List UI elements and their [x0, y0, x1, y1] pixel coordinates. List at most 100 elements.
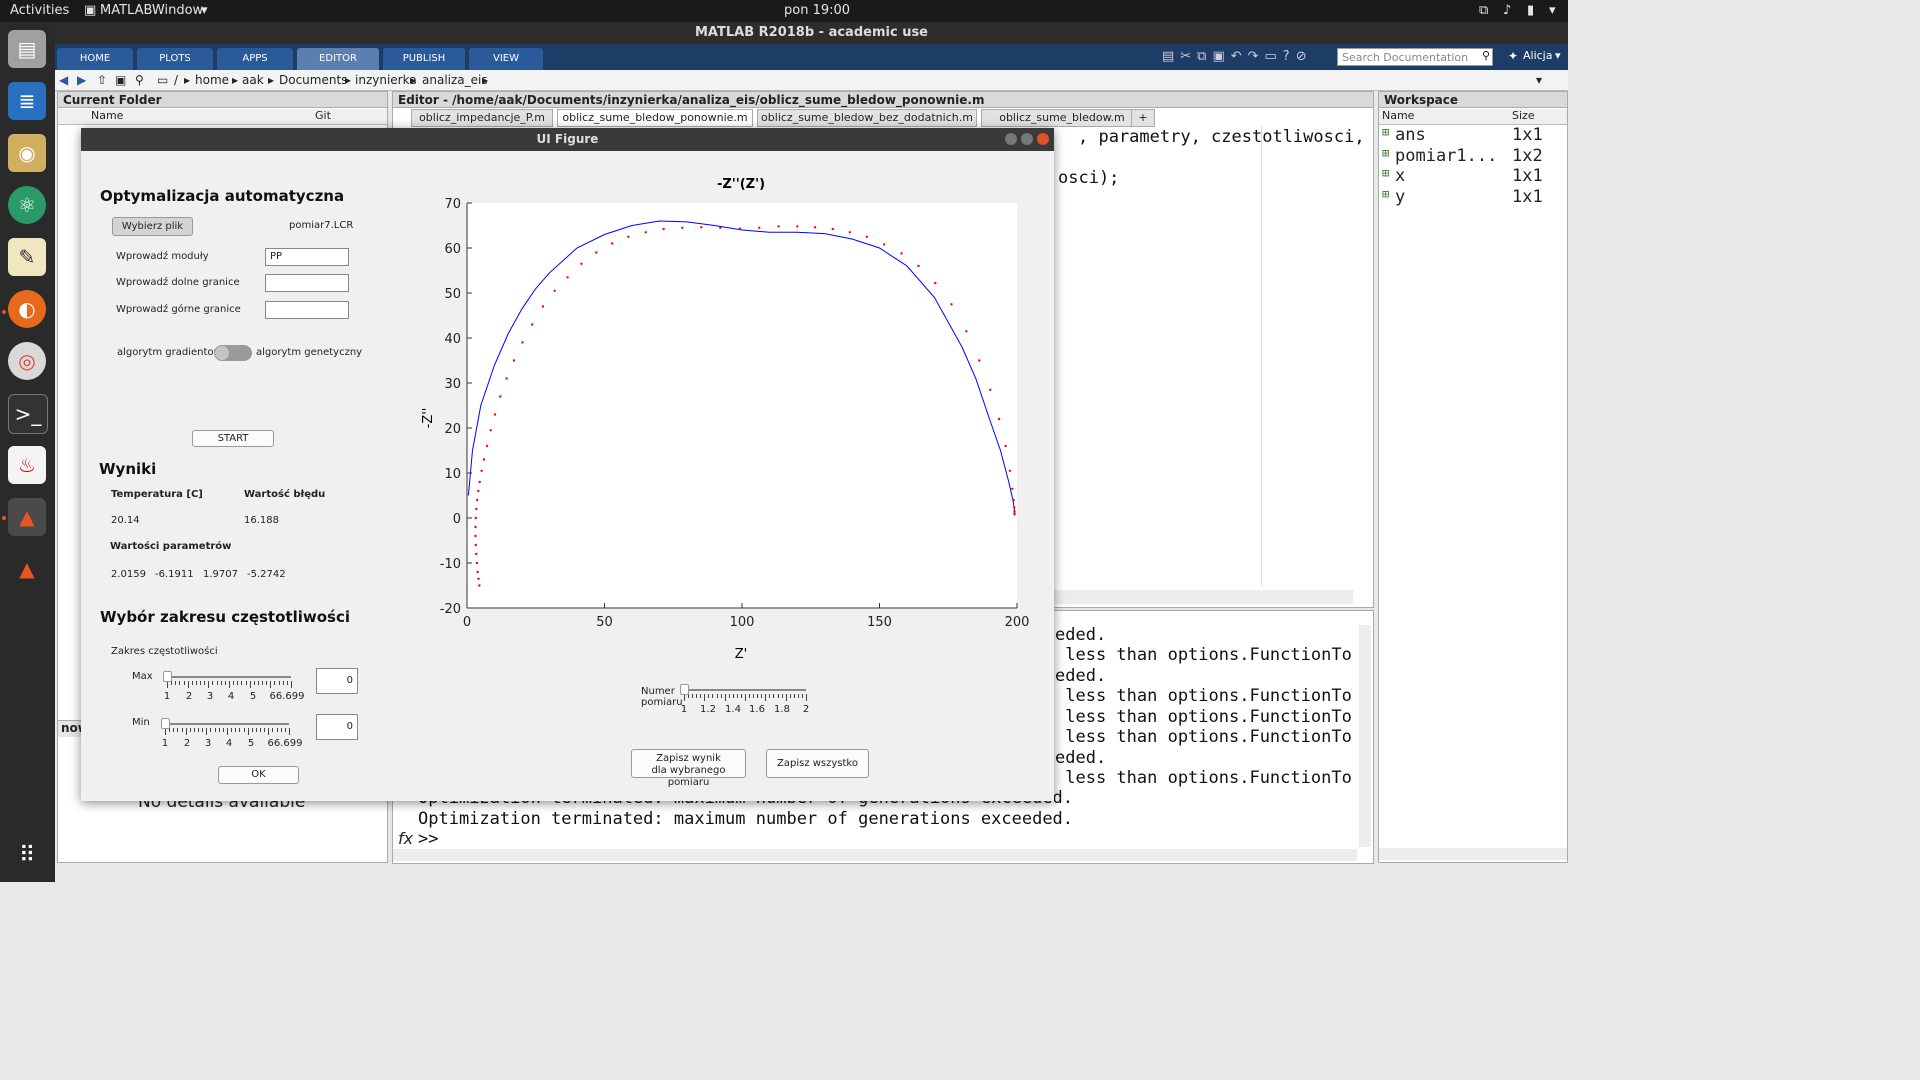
tab-plots[interactable]: PLOTS [137, 48, 213, 70]
tab-home[interactable]: HOME [57, 48, 133, 70]
system-menu-chevron-icon[interactable]: ▾ [1549, 3, 1556, 18]
tab-publish[interactable]: PUBLISH [383, 48, 465, 70]
user-menu[interactable]: Alicja [1523, 49, 1553, 62]
tab-editor[interactable]: EDITOR [297, 48, 379, 70]
ok-button[interactable]: OK [218, 766, 299, 784]
search-documentation-input[interactable]: Search Documentation [1337, 48, 1493, 66]
breadcrumb-documents[interactable]: Documents [279, 73, 348, 87]
slider-thumb[interactable] [163, 671, 172, 682]
maximize-button[interactable] [1021, 133, 1033, 145]
folder-icon: ▭ [157, 73, 169, 87]
volume-icon[interactable]: ♪ [1503, 3, 1512, 18]
search-icon[interactable]: ⚲ [1482, 49, 1491, 62]
browse-folder-icon[interactable]: ▣ [115, 73, 127, 87]
nyquist-plot[interactable]: -Z''(Z') Z' -Z'' 0 50 100 150 200 -20 -10 0 10 20… [411, 168, 1041, 668]
slider-tick-mark [284, 728, 286, 732]
editor-tab-2[interactable]: oblicz_sume_bledow_ponownie.m [557, 109, 753, 127]
slider-tick-mark [757, 694, 759, 698]
slider-tick-mark [179, 681, 181, 685]
clock[interactable]: pon 19:00 [784, 3, 851, 18]
quick-access-toolbar[interactable]: ▤✂⧉▣↶↷▭?⊘ [1162, 49, 1313, 64]
community-icon[interactable]: ✦ [1508, 49, 1519, 63]
user-menu-chevron-icon[interactable]: ▾ [1555, 49, 1561, 62]
network-icon[interactable]: ⧉ [1479, 3, 1489, 18]
save-all-button[interactable]: Zapisz wszystko [766, 749, 869, 778]
terminal-icon[interactable]: >_ [8, 394, 48, 434]
slider-tick-label: 4 [225, 738, 233, 749]
slider-tick-mark [191, 681, 193, 685]
fx-icon[interactable]: fx [398, 829, 414, 848]
column-git[interactable]: Git [315, 109, 331, 122]
cmd-v-scrollbar[interactable] [1359, 625, 1371, 847]
evince-icon[interactable]: ♨ [8, 446, 46, 484]
tab-apps[interactable]: APPS [217, 48, 293, 70]
measurement-slider[interactable]: 1 1.2 1.4 1.6 1.8 2 [680, 681, 809, 717]
column-name[interactable]: Name [91, 109, 124, 122]
address-bar[interactable]: ◀ ▶ ⇧ ▣ ⚲ ▭ / ▸ home ▸ aak ▸ Documents ▸… [55, 70, 1568, 91]
algorithm-toggle-switch[interactable] [214, 345, 252, 361]
workspace-row[interactable]: ⊞ pomiar1... 1x2 [1379, 146, 1567, 167]
forward-icon[interactable]: ▶ [77, 73, 87, 87]
writer-icon[interactable]: ≣ [8, 82, 46, 120]
cmd-h-scrollbar[interactable] [393, 849, 1357, 861]
slider-tick-mark [224, 681, 226, 685]
back-icon[interactable]: ◀ [59, 73, 69, 87]
search-folder-icon[interactable]: ⚲ [135, 73, 144, 87]
slider-tick-mark [210, 728, 212, 732]
max-value-field[interactable]: 0 [316, 668, 358, 694]
editor-tab-4[interactable]: oblicz_sume_bledow.m [981, 109, 1143, 127]
start-button[interactable]: START [192, 430, 274, 447]
modules-input[interactable]: PP [265, 248, 349, 266]
breadcrumb-home[interactable]: home [195, 73, 230, 87]
ws-column-size[interactable]: Size [1512, 109, 1535, 122]
matlab-icon[interactable]: ▲ [19, 557, 35, 581]
files-icon[interactable]: ▤ [8, 30, 46, 68]
min-frequency-slider[interactable]: 1 2 3 4 5 66.699 [161, 715, 303, 751]
choose-file-button[interactable]: Wybierz plik [112, 217, 193, 236]
breadcrumb-aak[interactable]: aak [242, 73, 264, 87]
slider-thumb[interactable] [680, 684, 689, 695]
ws-var-size: 1x1 [1512, 166, 1543, 186]
workspace-row[interactable]: ⊞ ans 1x1 [1379, 125, 1567, 146]
slider-tick-mark [257, 681, 259, 685]
speaker-icon[interactable]: ◉ [8, 134, 46, 172]
battery-icon[interactable]: ▮ [1527, 3, 1535, 18]
address-dropdown-icon[interactable]: ▾ [1536, 73, 1543, 87]
slider-tick-label: 2 [183, 738, 191, 749]
workspace-row[interactable]: ⊞ y 1x1 [1379, 187, 1567, 208]
save-selected-button[interactable]: Zapisz wynik dla wybranego pomiaru [631, 749, 746, 788]
workspace-row[interactable]: ⊞ x 1x1 [1379, 166, 1567, 187]
slider-thumb[interactable] [161, 718, 170, 729]
code-line-1[interactable]: , parametry, czestotliwosci, [1078, 127, 1365, 147]
min-value-field[interactable]: 0 [316, 714, 358, 740]
section-optimization-title: Optymalizacja automatyczna [100, 187, 345, 205]
up-folder-icon[interactable]: ⇧ [97, 73, 108, 87]
editor-tab-1[interactable]: oblicz_impedancje_P.m [411, 109, 553, 127]
new-tab-button[interactable]: + [1131, 109, 1155, 127]
atom-icon[interactable]: ⚛ [8, 186, 46, 224]
text-editor-icon[interactable]: ✎ [8, 238, 46, 276]
upper-bounds-input[interactable] [265, 301, 349, 319]
cmd-prompt[interactable]: >> [418, 829, 439, 849]
matlab-active-icon[interactable]: ▲ [8, 498, 46, 536]
lower-bounds-input[interactable] [265, 274, 349, 292]
breadcrumb-analiza-eis[interactable]: analiza_eis [422, 73, 488, 87]
breadcrumb-inzynierka[interactable]: inzynierka [355, 73, 417, 87]
code-line-2[interactable]: osci); [1058, 168, 1120, 188]
show-apps-icon[interactable]: ⠿ [18, 842, 36, 868]
app-menu-chevron-icon[interactable]: ▾ [201, 3, 208, 18]
app-menu[interactable]: MATLABWindow [100, 3, 204, 18]
activities-button[interactable]: Activities [10, 3, 70, 18]
minimize-button[interactable] [1005, 133, 1017, 145]
max-frequency-slider[interactable]: 1 2 3 4 5 66.699 [163, 668, 305, 704]
firefox-icon[interactable]: ◐ [8, 290, 46, 328]
ws-var-size: 1x2 [1512, 145, 1543, 166]
chrome-icon[interactable]: ◎ [8, 342, 46, 380]
editor-tab-3[interactable]: oblicz_sume_bledow_bez_dodatnich.m [757, 109, 977, 127]
tab-view[interactable]: VIEW [469, 48, 543, 70]
breadcrumb-root[interactable]: / [174, 73, 179, 87]
close-button[interactable] [1037, 133, 1049, 145]
ws-column-name[interactable]: Name [1382, 109, 1415, 122]
slider-ticks [684, 681, 807, 717]
ws-h-scrollbar[interactable] [1379, 848, 1567, 860]
